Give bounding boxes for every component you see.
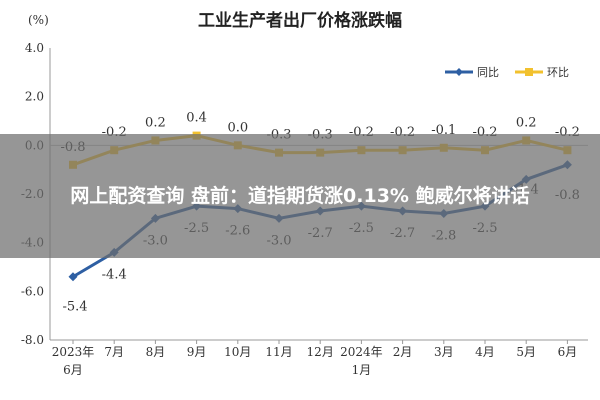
- data-point-yoy: [68, 272, 78, 282]
- data-label-mom: 0.4: [186, 111, 207, 126]
- legend-marker-yoy: [455, 68, 463, 76]
- x-tick-label: 3月: [434, 345, 454, 359]
- data-label-mom: 0.2: [145, 115, 166, 130]
- legend-label: 环比: [547, 66, 569, 79]
- x-tick-label: 9月: [187, 345, 207, 359]
- y-tick-label: -6.0: [21, 284, 44, 298]
- y-tick-label: 4.0: [25, 41, 44, 55]
- x-tick-label: 6月: [558, 345, 578, 359]
- data-label-yoy: -4.4: [102, 267, 127, 282]
- x-tick-label: 7月: [104, 345, 124, 359]
- x-tick-label: 6月: [63, 363, 83, 377]
- x-tick-label: 4月: [475, 345, 495, 359]
- x-tick-label: 1月: [352, 363, 372, 377]
- headline-text[interactable]: 网上配资查询 盘前：道指期货涨0.13% 鲍威尔将讲话: [70, 184, 530, 207]
- y-tick-label: 2.0: [25, 90, 44, 104]
- headline-overlay[interactable]: 网上配资查询 盘前：道指期货涨0.13% 鲍威尔将讲话: [0, 134, 600, 258]
- chart-title: 工业生产者出厂价格涨跌幅: [198, 10, 402, 31]
- legend-marker-mom: [525, 68, 533, 76]
- x-tick-label: 2024年: [340, 345, 383, 359]
- data-label-mom: 0.0: [227, 120, 248, 135]
- x-tick-label: 8月: [146, 345, 166, 359]
- legend-label: 同比: [477, 66, 499, 79]
- x-tick-label: 10月: [224, 345, 251, 359]
- y-tick-label: -8.0: [21, 333, 44, 347]
- data-label-mom: 0.2: [516, 115, 537, 130]
- x-tick-label: 11月: [265, 345, 292, 359]
- y-axis-unit: (%): [28, 13, 49, 27]
- x-tick-label: 12月: [307, 345, 334, 359]
- x-tick-label: 5月: [516, 345, 536, 359]
- x-tick-label: 2023年: [52, 345, 95, 359]
- x-tick-label: 2月: [393, 345, 413, 359]
- data-label-yoy: -5.4: [62, 300, 87, 315]
